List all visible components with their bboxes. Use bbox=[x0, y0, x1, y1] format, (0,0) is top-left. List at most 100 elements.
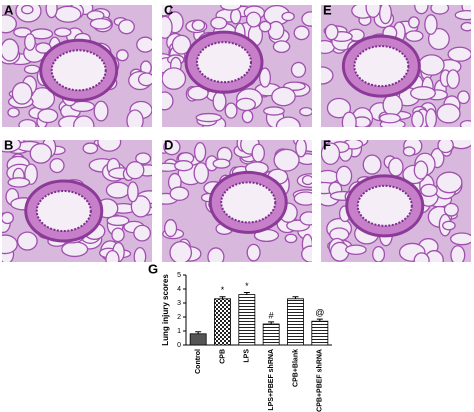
y-tick-label: 1 bbox=[177, 328, 181, 335]
alveolus bbox=[258, 20, 272, 33]
alveolus bbox=[191, 19, 206, 32]
alveolus bbox=[447, 46, 471, 62]
y-tick-label: 5 bbox=[177, 272, 181, 279]
alveolus bbox=[382, 93, 403, 117]
alveolus bbox=[116, 49, 129, 62]
alveolus bbox=[321, 142, 341, 166]
x-tick-label: Control bbox=[195, 349, 202, 374]
alveolus bbox=[212, 91, 227, 112]
bar bbox=[311, 320, 329, 346]
tissue bbox=[162, 140, 312, 262]
tissue bbox=[321, 5, 471, 127]
alveolus bbox=[251, 143, 265, 163]
alveolus bbox=[459, 119, 471, 127]
alveolus bbox=[169, 240, 193, 262]
alveolus bbox=[105, 249, 120, 262]
alveolus bbox=[24, 163, 38, 185]
alveolus bbox=[290, 61, 307, 78]
annotation: * bbox=[221, 285, 225, 295]
alveolus bbox=[162, 67, 187, 90]
alveolus bbox=[430, 5, 450, 15]
y-axis-label: Lung injury scores bbox=[161, 274, 170, 346]
annotation: * bbox=[245, 281, 249, 291]
alveolus bbox=[414, 5, 429, 15]
airway-lumen bbox=[353, 45, 410, 88]
alveolus bbox=[127, 181, 139, 203]
y-tick-label: 0 bbox=[177, 342, 181, 349]
airway-lumen bbox=[356, 184, 413, 227]
alveolus bbox=[413, 160, 429, 180]
alveolus bbox=[207, 247, 225, 262]
alveolus bbox=[162, 91, 174, 111]
annotation: @ bbox=[315, 307, 324, 317]
alveolus bbox=[126, 109, 144, 127]
tissue bbox=[321, 140, 471, 262]
alveolus bbox=[372, 245, 386, 262]
alveolus bbox=[18, 118, 37, 127]
alveolus bbox=[7, 107, 20, 118]
alveolus bbox=[220, 5, 242, 11]
alveolus bbox=[446, 69, 460, 90]
alveolus bbox=[408, 16, 420, 29]
alveolus bbox=[193, 142, 207, 163]
alveolus bbox=[321, 169, 340, 184]
histology-image bbox=[162, 5, 312, 127]
alveolus bbox=[2, 140, 22, 153]
alveolus bbox=[133, 224, 151, 242]
panel-label: C bbox=[164, 2, 174, 17]
alveolus bbox=[162, 5, 172, 17]
alveolus bbox=[163, 140, 181, 156]
error-bar bbox=[195, 331, 202, 334]
alveolus bbox=[402, 146, 416, 157]
alveolus bbox=[284, 233, 298, 244]
alveolus bbox=[174, 160, 194, 172]
alveolus bbox=[424, 14, 438, 35]
alveolus bbox=[133, 246, 147, 262]
alveolus bbox=[263, 106, 285, 116]
alveolus bbox=[97, 140, 122, 152]
bar bbox=[262, 323, 280, 346]
alveolus bbox=[246, 243, 261, 262]
bar bbox=[238, 294, 256, 346]
alveolus bbox=[20, 5, 34, 15]
alveolus bbox=[118, 19, 135, 35]
alveolus bbox=[293, 191, 312, 206]
alveolus bbox=[230, 8, 242, 25]
bar bbox=[287, 298, 304, 346]
alveolus bbox=[241, 109, 254, 124]
alveolus bbox=[457, 90, 470, 105]
alveolus bbox=[7, 177, 31, 188]
alveolus bbox=[299, 106, 312, 117]
alveolus bbox=[411, 110, 424, 127]
alveolus bbox=[460, 21, 471, 32]
panel-label: D bbox=[164, 137, 173, 152]
alveolus bbox=[409, 86, 436, 101]
alveolus bbox=[187, 85, 209, 101]
y-tick-label: 3 bbox=[177, 300, 181, 307]
error-bar bbox=[219, 296, 226, 299]
alveolus bbox=[73, 115, 95, 127]
bar bbox=[189, 333, 207, 346]
tissue bbox=[2, 5, 152, 127]
alveolus bbox=[301, 11, 312, 27]
bar bbox=[214, 298, 231, 346]
alveolus bbox=[16, 231, 38, 251]
alveolus bbox=[273, 148, 300, 172]
alveolus bbox=[281, 11, 295, 22]
alveolus bbox=[2, 234, 18, 255]
panel-label: G bbox=[148, 261, 158, 276]
panel-label: B bbox=[4, 137, 13, 152]
alveolus bbox=[379, 5, 392, 25]
alveolus bbox=[379, 113, 401, 124]
histology-image bbox=[162, 140, 312, 262]
tissue bbox=[2, 140, 152, 262]
alveolus bbox=[53, 27, 72, 38]
alveolus bbox=[324, 23, 339, 41]
y-tick-label: 4 bbox=[177, 286, 181, 293]
alveolus bbox=[23, 64, 41, 75]
alveolus bbox=[362, 154, 382, 175]
alveolus bbox=[418, 54, 445, 76]
alveolus bbox=[195, 112, 222, 123]
alveolus bbox=[258, 67, 271, 88]
alveolus bbox=[224, 102, 238, 119]
